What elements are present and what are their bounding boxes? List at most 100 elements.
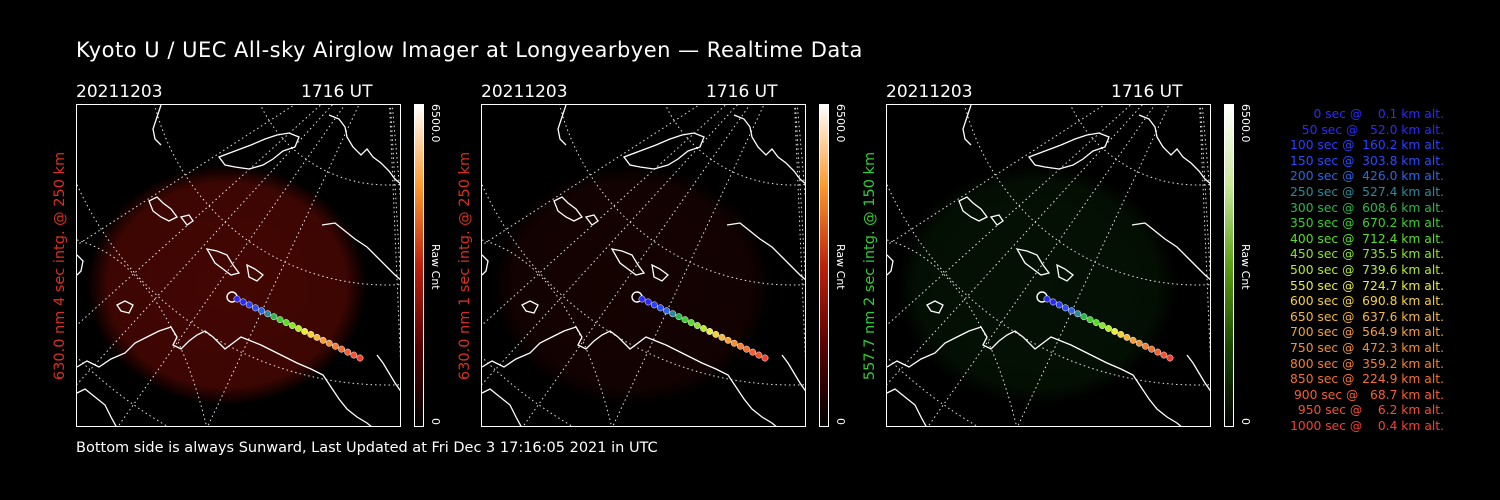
colorbar <box>414 104 424 427</box>
panel-side-label: 630.0 nm 1 sec intg. @ 250 km <box>454 104 476 427</box>
trajectory-point <box>718 333 726 341</box>
trajectory-point <box>1098 322 1106 330</box>
imager-panel-3: 20211203 1716 UT 557.7 nm 2 sec intg. @ 15… <box>862 82 1266 430</box>
trajectory-point <box>1086 316 1094 324</box>
trajectory-point <box>724 336 732 344</box>
panel-time: 1716 UT <box>301 82 373 102</box>
trajectory-point <box>307 330 315 338</box>
trajectory-point <box>644 298 652 306</box>
trajectory-point <box>239 298 247 306</box>
trajectory-point <box>338 345 345 353</box>
colorbar-min: 0 <box>834 418 847 425</box>
trajectory-point <box>264 310 272 318</box>
legend-item: 400 sec @ 712.4 km alt. <box>1286 231 1444 246</box>
trajectory-point <box>1092 319 1100 327</box>
trajectory-point <box>1080 313 1088 321</box>
panel-time: 1716 UT <box>706 82 778 102</box>
trajectory-point <box>663 307 671 315</box>
trajectory-point <box>282 319 290 327</box>
trajectory-point <box>1055 301 1063 309</box>
trajectory-point <box>749 348 757 356</box>
trajectory-point <box>1043 295 1051 303</box>
legend-item: 200 sec @ 426.0 km alt. <box>1286 169 1444 184</box>
legend-item: 100 sec @ 160.2 km alt. <box>1286 138 1444 153</box>
trajectory-point <box>712 330 720 338</box>
colorbar-labels: 6500.0 Raw Cnt 0 <box>428 104 450 427</box>
trajectory-point <box>313 333 321 341</box>
legend-item: 1000 sec @ 0.4 km alt. <box>1290 418 1444 433</box>
colorbar-labels: 6500.0 Raw Cnt 0 <box>1238 104 1260 427</box>
trajectory-point <box>325 339 333 347</box>
trajectory-point <box>755 351 763 359</box>
lat-lon-grid <box>482 105 805 426</box>
trajectory-point <box>1111 328 1119 335</box>
panel-date: 20211203 <box>481 82 568 102</box>
side-label-text: 630.0 nm 4 sec intg. @ 250 km <box>52 151 68 380</box>
trajectory-point <box>700 325 707 332</box>
trajectory-point <box>675 313 683 321</box>
colorbar-unit: Raw Cnt <box>834 244 847 290</box>
colorbar-min: 0 <box>429 418 442 425</box>
imager-panel-2: 20211203 1716 UT 630.0 nm 1 sec intg. @ 25… <box>457 82 861 430</box>
trajectory-point <box>270 313 278 321</box>
colorbar-min: 0 <box>1239 418 1252 425</box>
legend-item: 650 sec @ 637.6 km alt. <box>1286 309 1444 324</box>
colorbar-unit: Raw Cnt <box>429 244 442 290</box>
allsky-map <box>887 105 1210 426</box>
airglow-field <box>897 165 1177 405</box>
legend-item: 300 sec @ 608.6 km alt. <box>1286 200 1444 215</box>
trajectory-point <box>1166 354 1174 362</box>
trajectory-point <box>1135 339 1143 347</box>
colorbar-max: 6500.0 <box>1239 104 1252 143</box>
lat-lon-grid <box>887 105 1210 426</box>
legend-item: 0 sec @ 0.1 km alt. <box>1301 107 1444 121</box>
trajectory-point <box>669 310 677 318</box>
trajectory-point <box>706 328 714 335</box>
panel-side-label: 557.7 nm 2 sec intg. @ 150 km <box>859 104 881 427</box>
colorbar-labels: 6500.0 Raw Cnt 0 <box>833 104 855 427</box>
trajectory-point <box>681 316 689 324</box>
trajectory-point <box>245 301 253 309</box>
trajectory-point <box>344 348 352 356</box>
legend-item: 150 sec @ 303.8 km alt. <box>1286 153 1444 168</box>
trajectory-point <box>233 295 241 303</box>
side-label-text: 630.0 nm 1 sec intg. @ 250 km <box>457 151 473 380</box>
trajectory-point <box>650 301 658 309</box>
trajectory-point <box>657 304 664 312</box>
imager-panel-1: 20211203 1716 UT 630.0 nm 4 sec intg. @ 25… <box>52 82 456 430</box>
trajectory-point <box>730 339 738 347</box>
trajectory-point <box>301 328 309 335</box>
panel-side-label: 630.0 nm 4 sec intg. @ 250 km <box>49 104 71 427</box>
page-title: Kyoto U / UEC All-sky Airglow Imager at … <box>76 38 863 62</box>
legend-item: 750 sec @ 472.3 km alt. <box>1286 340 1444 355</box>
legend-item: 700 sec @ 564.9 km alt. <box>1286 325 1444 340</box>
legend-item: 50 sec @ 52.0 km alt. <box>1293 122 1444 137</box>
trajectory-point <box>319 336 327 344</box>
trajectory-point <box>761 354 769 362</box>
allsky-image <box>481 104 806 427</box>
allsky-image <box>76 104 401 427</box>
legend-item: 350 sec @ 670.2 km alt. <box>1286 216 1444 231</box>
trajectory-point <box>743 345 750 353</box>
lat-lon-grid <box>77 105 400 426</box>
panel-date: 20211203 <box>76 82 163 102</box>
legend-item: 850 sec @ 224.9 km alt. <box>1286 372 1444 387</box>
trajectory-point <box>356 354 364 362</box>
trajectory-point <box>350 351 358 359</box>
trajectory-point <box>1068 307 1076 315</box>
trajectory-point <box>331 342 339 350</box>
colorbar-max: 6500.0 <box>429 104 442 143</box>
trajectory-point <box>693 322 701 330</box>
allsky-map <box>482 105 805 426</box>
trajectory-point <box>288 322 296 330</box>
trajectory-point <box>276 316 284 324</box>
trajectory-point <box>252 304 259 312</box>
airglow-field <box>492 165 772 405</box>
panel-date: 20211203 <box>886 82 973 102</box>
colorbar-max: 6500.0 <box>834 104 847 143</box>
legend-item: 550 sec @ 724.7 km alt. <box>1286 278 1444 293</box>
legend-item: 600 sec @ 690.8 km alt. <box>1286 294 1444 309</box>
trajectory-point <box>1123 333 1131 341</box>
trajectory-legend: 0 sec @ 0.1 km alt. 50 sec @ 52.0 km alt… <box>1262 107 1444 434</box>
trajectory-point <box>295 325 302 332</box>
